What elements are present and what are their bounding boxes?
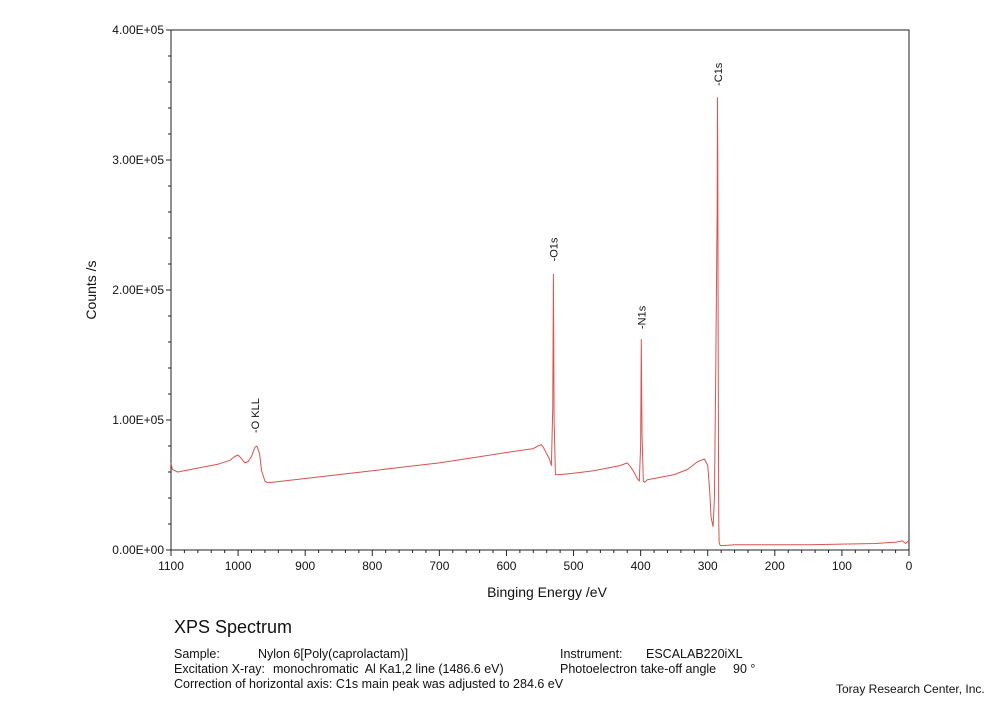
x-tick-label: 400 <box>631 559 651 573</box>
xps-chart: 0.00E+00 1.00E+05 2.00E+05 3.00E+05 4.00E+05… <box>83 23 913 600</box>
y-tick-label: 2.00E+05 <box>112 283 164 297</box>
spectrum-line <box>170 97 910 546</box>
x-tick-label: 600 <box>496 559 516 573</box>
x-axis: 1100 1000 900 800 700 600 500 400 300 200 100 0 <box>158 550 913 573</box>
credit-text: Toray Research Center, Inc. <box>836 682 985 696</box>
x-tick-label: 900 <box>295 559 315 573</box>
peak-label: -O1s <box>548 237 560 261</box>
instrument-label: Instrument: <box>560 647 623 661</box>
x-tick-label: 0 <box>906 559 913 573</box>
y-tick-label: 3.00E+05 <box>112 153 164 167</box>
y-tick-label: 4.00E+05 <box>112 23 164 37</box>
series-layer <box>170 97 910 546</box>
instrument-value: ESCALAB220iXL <box>646 647 743 661</box>
x-tick-label: 200 <box>765 559 785 573</box>
sample-value: Nylon 6[Poly(caprolactam)] <box>258 647 409 661</box>
angle-value: 90 ° <box>733 662 756 676</box>
x-tick-label: 100 <box>832 559 852 573</box>
chart-title: XPS Spectrum <box>174 617 293 637</box>
x-tick-label: 800 <box>362 559 382 573</box>
x-tick-label: 700 <box>429 559 449 573</box>
y-axis-title: Counts /s <box>83 260 99 319</box>
y-tick-label: 0.00E+00 <box>112 543 164 557</box>
angle-label: Photoelectron take-off angle <box>560 662 717 676</box>
peak-annotations: -O KLL -O1s -N1s -C1s <box>250 62 725 433</box>
excitation-label: Excitation X-ray: <box>174 662 266 676</box>
excitation-value: monochromatic Al Ka1,2 line (1486.6 eV) <box>273 662 504 676</box>
y-axis: 0.00E+00 1.00E+05 2.00E+05 3.00E+05 4.00E+05 <box>112 23 171 557</box>
x-tick-label: 1100 <box>158 559 184 573</box>
x-tick-label: 500 <box>564 559 584 573</box>
sample-label: Sample: <box>174 647 220 661</box>
y-tick-label: 1.00E+05 <box>112 413 164 427</box>
peak-label: -O KLL <box>250 398 262 433</box>
peak-label: -C1s <box>713 62 725 86</box>
x-tick-label: 1000 <box>225 559 252 573</box>
correction-note: Correction of horizontal axis: C1s main … <box>174 677 564 691</box>
peak-label: -N1s <box>636 305 648 329</box>
x-tick-label: 300 <box>698 559 718 573</box>
x-axis-title: Binging Energy /eV <box>487 584 608 600</box>
plot-frame <box>170 29 910 551</box>
